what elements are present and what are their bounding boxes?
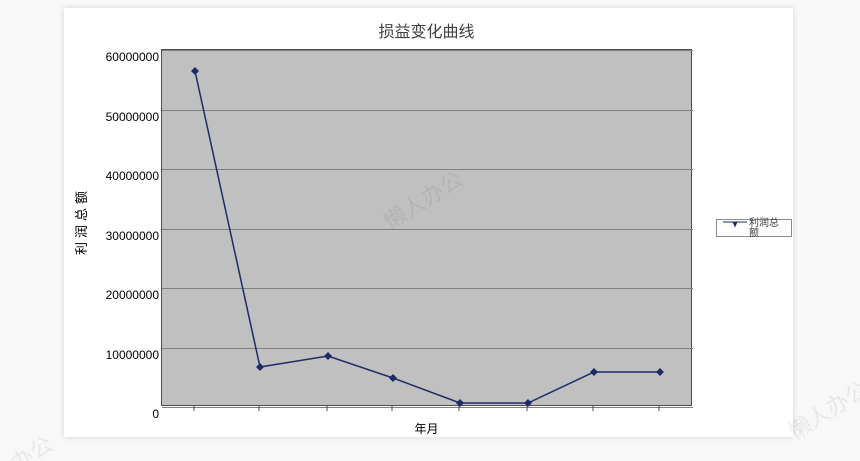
svg-text:懒人办公: 懒人办公 xyxy=(0,431,57,461)
svg-text:懒人办公: 懒人办公 xyxy=(784,376,860,444)
